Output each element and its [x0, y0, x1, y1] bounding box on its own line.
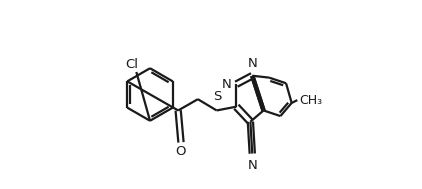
Text: N: N	[222, 78, 232, 91]
Text: CH₃: CH₃	[299, 94, 322, 107]
Text: N: N	[247, 159, 257, 172]
Text: Cl: Cl	[125, 58, 138, 71]
Text: O: O	[176, 145, 186, 158]
Text: N: N	[247, 57, 257, 70]
Text: S: S	[213, 90, 221, 103]
